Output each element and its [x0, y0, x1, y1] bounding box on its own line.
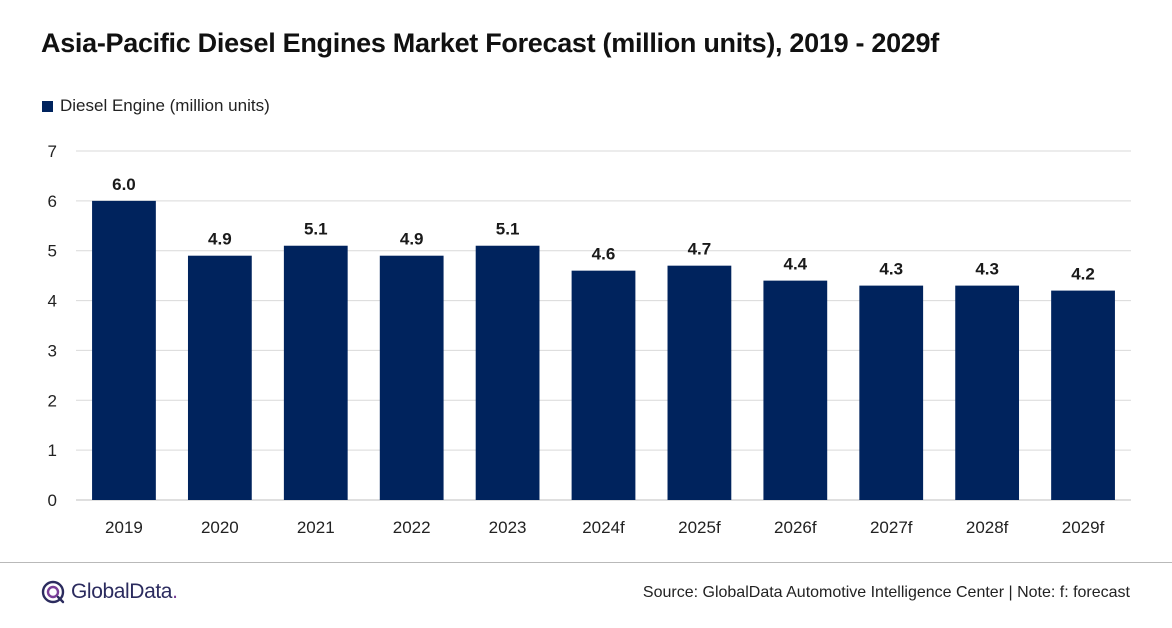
y-tick-label: 1	[48, 441, 57, 460]
bar	[571, 270, 636, 500]
bar	[379, 255, 444, 500]
x-tick-label: 2026f	[774, 518, 817, 537]
data-label: 4.3	[975, 260, 999, 279]
data-label: 4.7	[688, 240, 712, 259]
y-tick-label: 0	[48, 491, 57, 510]
legend-label: Diesel Engine (million units)	[60, 96, 270, 115]
x-tick-label: 2029f	[1062, 518, 1105, 537]
x-tick-label: 2022	[393, 518, 431, 537]
footer-divider	[0, 562, 1172, 563]
x-tick-label: 2019	[105, 518, 143, 537]
bar-chart: 0 1 2 3 4 5 6 7 6.0 2019 4.9 2020 5.1 2021 4.9 2022 5.1 2…	[48, 142, 1131, 537]
y-tick-label: 5	[48, 242, 57, 261]
bar	[475, 245, 540, 500]
source-note: Source: GlobalData Automotive Intelligen…	[642, 584, 1130, 601]
y-tick-label: 3	[48, 341, 57, 360]
bar	[667, 265, 732, 500]
y-tick-label: 7	[48, 142, 57, 161]
data-label: 4.4	[783, 255, 807, 274]
data-label: 4.2	[1071, 265, 1095, 284]
data-label: 4.9	[208, 230, 232, 249]
brand-dot: .	[172, 580, 178, 603]
legend-swatch	[42, 100, 53, 112]
brand-logo: GlobalData.	[40, 579, 178, 605]
data-label: 5.1	[496, 220, 520, 239]
legend: Diesel Engine (million units)	[42, 96, 270, 116]
chart-title: Asia-Pacific Diesel Engines Market Forec…	[41, 28, 939, 58]
y-tick-label: 6	[48, 192, 57, 211]
y-tick-label: 4	[48, 292, 57, 311]
data-label: 4.9	[400, 230, 424, 249]
x-tick-label: 2025f	[678, 518, 721, 537]
data-label: 4.6	[592, 245, 616, 264]
data-label: 4.3	[879, 260, 903, 279]
bar	[92, 200, 156, 500]
globaldata-logo-icon	[41, 580, 65, 604]
bar	[1051, 290, 1115, 500]
x-tick-label: 2023	[489, 518, 527, 537]
bar	[955, 285, 1020, 500]
bar	[187, 255, 252, 500]
data-label: 5.1	[304, 220, 328, 239]
x-tick-label: 2027f	[870, 518, 913, 537]
x-tick-label: 2024f	[582, 518, 625, 537]
x-tick-label: 2028f	[966, 518, 1009, 537]
y-tick-label: 2	[48, 391, 57, 410]
x-tick-label: 2020	[201, 518, 239, 537]
bar	[763, 280, 828, 500]
bar	[283, 245, 348, 500]
x-tick-label: 2021	[297, 518, 335, 537]
bar	[859, 285, 924, 500]
brand-name: GlobalData	[71, 580, 173, 603]
data-label: 6.0	[112, 175, 136, 194]
